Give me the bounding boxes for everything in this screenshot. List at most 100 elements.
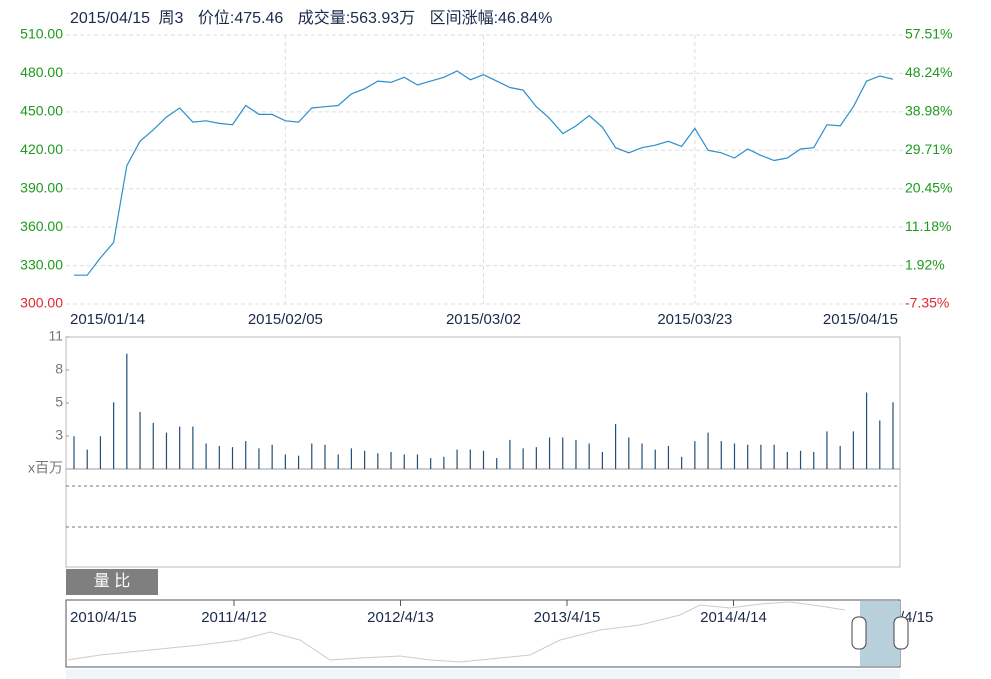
volume-bar xyxy=(641,443,643,469)
navigator-label: 2012/4/13 xyxy=(367,609,434,626)
y-tick-label: 390.00 xyxy=(20,179,63,195)
y-tick-label: 480.00 xyxy=(20,64,63,80)
volume-bar xyxy=(813,452,815,469)
volume-bar xyxy=(707,432,709,469)
volume-bar xyxy=(126,353,128,469)
y-tick-label: 5 xyxy=(55,394,63,410)
y2-tick-label: 57.51% xyxy=(905,26,952,42)
volume-bar xyxy=(575,439,577,469)
volume-bar xyxy=(628,437,630,469)
header-price: 价位:475.46 xyxy=(198,9,283,27)
volume-bar xyxy=(773,444,775,469)
volume-bar xyxy=(73,436,75,469)
volume-bar xyxy=(562,437,564,469)
volume-bar xyxy=(403,454,405,469)
navigator-selection[interactable] xyxy=(860,601,900,666)
volume-bar xyxy=(443,456,445,469)
volume-bar xyxy=(839,445,841,469)
y-tick-label: 8 xyxy=(55,361,63,377)
volume-bar xyxy=(311,443,313,469)
volume-bar xyxy=(614,424,617,469)
volume-bar xyxy=(733,443,736,469)
y-tick-label: 300.00 xyxy=(20,295,63,311)
volume-bar xyxy=(139,411,141,469)
volume-bar xyxy=(456,449,458,469)
volume-bar xyxy=(86,449,88,469)
x-tick-label: 2015/03/23 xyxy=(657,311,732,328)
scrollbar[interactable] xyxy=(66,669,900,679)
header-change: 区间涨幅:46.84% xyxy=(430,9,553,27)
volume-bar xyxy=(271,444,273,469)
volume-bar xyxy=(297,455,300,469)
y-tick-label: 450.00 xyxy=(20,103,63,119)
volume-bar xyxy=(720,441,722,469)
header-volume: 成交量:563.93万 xyxy=(298,9,415,27)
volume-bar xyxy=(879,420,881,469)
volume-bar xyxy=(892,402,894,469)
volume-bar xyxy=(469,449,471,469)
y-tick-label: 330.00 xyxy=(20,256,63,272)
y-tick-label: 510.00 xyxy=(20,26,63,42)
volume-bar xyxy=(865,392,868,469)
volume-bar xyxy=(231,447,234,469)
volume-bar xyxy=(205,443,207,469)
volume-bar xyxy=(430,458,432,469)
navigator-label: 2010/4/15 xyxy=(70,609,137,626)
volume-bar xyxy=(218,445,220,469)
y2-tick-label: 1.92% xyxy=(905,256,945,272)
x-tick-label: 2015/01/14 xyxy=(70,311,145,328)
navigator-handle[interactable] xyxy=(851,616,867,650)
volume-bar xyxy=(535,447,537,469)
navigator-trend xyxy=(67,601,846,663)
volume-bar xyxy=(284,454,286,469)
y-axis-label: x百万 xyxy=(28,460,63,476)
y-tick-label: 3 xyxy=(55,427,63,443)
volume-bar xyxy=(760,444,762,469)
volume-bar xyxy=(654,449,656,469)
volume-bar xyxy=(496,458,498,469)
volume-bar xyxy=(337,454,339,469)
y2-tick-label: 20.45% xyxy=(905,179,952,195)
volume-bar xyxy=(482,450,485,469)
y-tick-label: 420.00 xyxy=(20,141,63,157)
y2-tick-label: 11.18% xyxy=(905,218,951,234)
volume-bar xyxy=(390,452,392,469)
ratio-button[interactable] xyxy=(66,569,158,595)
volume-bar xyxy=(681,456,683,469)
header: 2015/04/15 周3 价位:475.46 成交量:563.93万 区间涨幅… xyxy=(70,9,552,27)
volume-bar xyxy=(786,452,788,469)
ratio-button-label[interactable]: 量 比 xyxy=(94,572,130,590)
volume-bar xyxy=(258,448,260,469)
navigator-label: 2014/4/14 xyxy=(700,609,767,626)
volume-bar xyxy=(799,450,802,469)
volume-bar xyxy=(667,445,670,469)
navigator-label: 2013/4/15 xyxy=(534,609,601,626)
volume-bar xyxy=(548,437,551,469)
volume-bar xyxy=(113,402,115,469)
volume-bar xyxy=(601,452,603,469)
header-date: 2015/04/15 xyxy=(70,10,150,27)
price-line xyxy=(74,70,894,276)
volume-bar xyxy=(377,453,379,469)
volume-bar xyxy=(747,444,749,469)
navigator xyxy=(65,599,901,668)
y2-tick-label: -7.35% xyxy=(905,295,949,311)
x-tick-label: 2015/04/15 xyxy=(823,311,898,328)
volume-bar xyxy=(416,454,419,469)
volume-bar xyxy=(509,439,511,469)
volume-bar xyxy=(588,443,590,469)
volume-bar xyxy=(350,448,353,469)
y-tick-label: 360.00 xyxy=(20,218,63,234)
volume-bar xyxy=(852,431,854,469)
y2-tick-label: 29.71% xyxy=(905,141,952,157)
navigator-handle[interactable] xyxy=(893,616,909,650)
volume-bar xyxy=(826,431,828,469)
x-tick-label: 2015/02/05 xyxy=(248,311,323,328)
volume-bar xyxy=(192,426,194,469)
volume-bar xyxy=(165,432,168,469)
header-weekday: 周3 xyxy=(159,10,184,27)
volume-bar xyxy=(152,422,154,469)
y2-tick-label: 48.24% xyxy=(905,64,952,80)
volume-bar xyxy=(694,441,696,469)
